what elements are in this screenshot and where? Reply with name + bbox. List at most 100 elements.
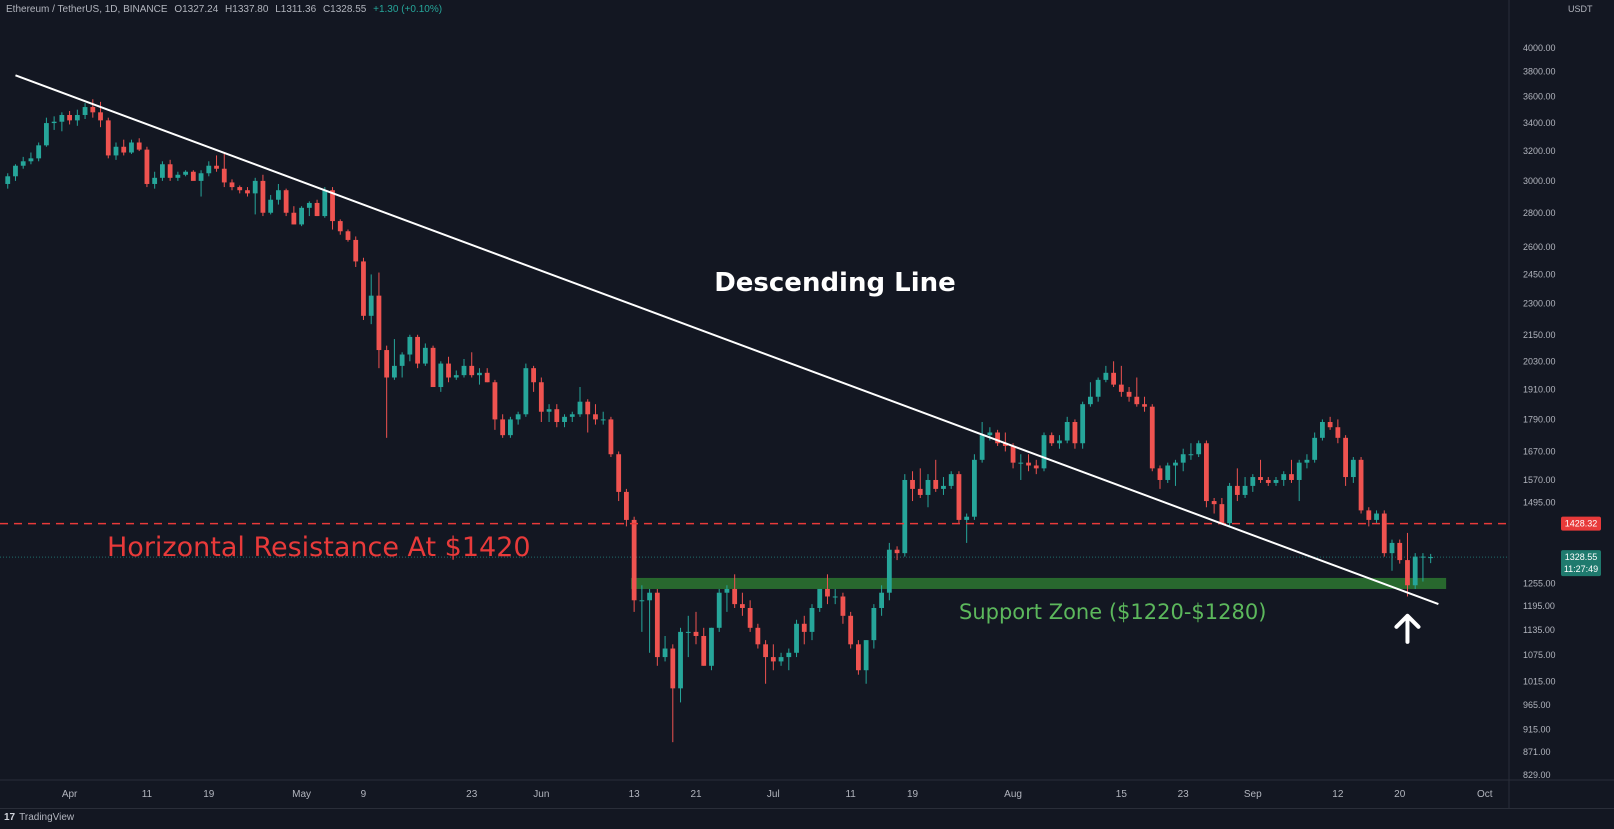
y-tick-label: 4000.00 [1523,43,1556,53]
x-tick-label: 23 [1178,789,1190,800]
x-tick-label: Oct [1477,789,1493,800]
symbol-header: Ethereum / TetherUS, 1D, BINANCE O1327.2… [6,4,446,15]
candle-body [1327,421,1333,428]
candle-body [152,177,158,184]
ohlc-high: H1337.80 [225,4,269,15]
candle-body [1103,372,1109,380]
candle-body [778,657,784,662]
candle-body [631,519,637,601]
candle-body [608,419,614,455]
candle-body [523,368,529,415]
candle-body [1211,501,1217,505]
x-tick-label: 21 [690,789,702,800]
candle-body [794,623,799,653]
candle-body [670,648,676,689]
candle-body [1258,477,1263,480]
candle-body [948,474,954,486]
candle-body [972,459,977,517]
candle-body [1018,462,1024,464]
candle-body [639,600,645,602]
y-tick-label: 1910.00 [1523,384,1556,394]
candle-body [848,615,854,645]
candle-body [894,549,900,554]
candle-body [322,190,328,217]
candle-body [616,454,622,492]
candle-body [144,149,150,184]
candle-body [1157,468,1163,480]
y-tick-label: 1495.00 [1523,498,1556,508]
descending-trendline [15,74,1439,606]
candle-body [654,592,660,658]
resistance-price-label: 1428.32 [1565,519,1598,529]
candle-body [508,419,513,436]
candle-body [1296,462,1302,480]
candle-body [438,363,444,388]
y-tick-label: 2600.00 [1523,242,1556,252]
candle-body [1312,437,1318,460]
candle-body [353,239,359,262]
candle-body [1242,485,1248,495]
candle-body [82,107,88,115]
candle-body [1265,479,1271,483]
candle-body [1389,542,1395,554]
candle-body [252,180,258,194]
candle-body [500,419,506,436]
candle-body [306,202,312,208]
candle-body [701,635,707,666]
x-tick-label: Apr [62,789,78,800]
x-tick-label: 19 [203,789,215,800]
x-tick-label: 15 [1116,789,1128,800]
tradingview-logo[interactable]: 17 TradingView [4,812,74,823]
candle-body [299,207,304,225]
candle-body [1304,459,1310,463]
y-tick-label: 1790.00 [1523,414,1556,424]
candle-body [979,435,985,460]
candle-body [716,592,722,628]
candle-body [1320,421,1325,438]
candle-body [167,164,173,178]
candle-body [399,354,405,366]
y-tick-label: 3400.00 [1523,118,1556,128]
y-tick-label: 1670.00 [1523,446,1556,456]
candle-body [987,432,993,436]
x-tick-label: 12 [1332,789,1344,800]
candle-body [871,607,877,641]
trendline-label: Descending Line [714,268,956,298]
candle-body [624,491,629,520]
candle-body [763,644,768,658]
candle-body [291,212,297,225]
candle-body [384,350,390,378]
candle-body [925,479,931,495]
candle-body [129,142,134,153]
y-tick-label: 2150.00 [1523,330,1556,340]
x-tick-label: Aug [1004,789,1022,800]
candle-body [206,165,212,174]
y-tick-label: 965.00 [1523,700,1551,710]
candle-body [1420,556,1426,558]
chart-svg[interactable]: 4000.00 3800.00 3600.00 3400.00 3200.00 3000.… [0,0,1614,808]
candle-body [245,190,250,194]
candle-body [1412,556,1418,586]
candle-body [13,165,18,177]
candle-body [492,382,498,420]
candle-body [477,372,482,376]
candle-body [647,592,652,601]
candle-body [863,640,869,671]
candle-body [105,120,111,156]
candle-body [330,190,335,222]
x-tick-label: 19 [907,789,919,800]
candle-body [910,479,915,489]
candle-body [121,146,127,153]
candle-body [1204,443,1209,502]
tradingview-mark-icon: 17 [4,812,16,823]
candle-body [415,336,420,364]
candle-body [662,648,668,658]
candle-body [1358,459,1364,511]
candle-body [941,485,946,489]
candle-body [190,171,196,181]
x-tick-label: Jul [767,789,780,800]
x-tick-label: 23 [466,789,478,800]
support-zone-band [631,577,1447,589]
candle-body [44,123,49,146]
